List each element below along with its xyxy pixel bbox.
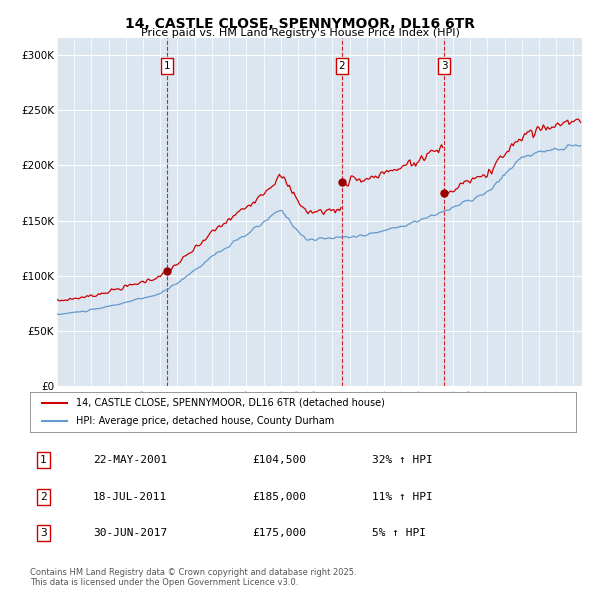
Text: 32% ↑ HPI: 32% ↑ HPI — [372, 455, 433, 465]
Text: 2: 2 — [338, 61, 345, 71]
Text: HPI: Average price, detached house, County Durham: HPI: Average price, detached house, Coun… — [76, 416, 335, 426]
Text: 30-JUN-2017: 30-JUN-2017 — [93, 529, 167, 538]
Text: 14, CASTLE CLOSE, SPENNYMOOR, DL16 6TR: 14, CASTLE CLOSE, SPENNYMOOR, DL16 6TR — [125, 17, 475, 31]
Text: £185,000: £185,000 — [252, 492, 306, 502]
Text: 18-JUL-2011: 18-JUL-2011 — [93, 492, 167, 502]
Text: 1: 1 — [40, 455, 47, 465]
Text: 3: 3 — [441, 61, 448, 71]
Text: Contains HM Land Registry data © Crown copyright and database right 2025.
This d: Contains HM Land Registry data © Crown c… — [30, 568, 356, 587]
Text: 14, CASTLE CLOSE, SPENNYMOOR, DL16 6TR (detached house): 14, CASTLE CLOSE, SPENNYMOOR, DL16 6TR (… — [76, 398, 385, 408]
Text: 5% ↑ HPI: 5% ↑ HPI — [372, 529, 426, 538]
Text: £104,500: £104,500 — [252, 455, 306, 465]
Text: £175,000: £175,000 — [252, 529, 306, 538]
Text: 22-MAY-2001: 22-MAY-2001 — [93, 455, 167, 465]
Text: 1: 1 — [164, 61, 170, 71]
Text: Price paid vs. HM Land Registry's House Price Index (HPI): Price paid vs. HM Land Registry's House … — [140, 28, 460, 38]
Text: 2: 2 — [40, 492, 47, 502]
Text: 3: 3 — [40, 529, 47, 538]
Text: 11% ↑ HPI: 11% ↑ HPI — [372, 492, 433, 502]
